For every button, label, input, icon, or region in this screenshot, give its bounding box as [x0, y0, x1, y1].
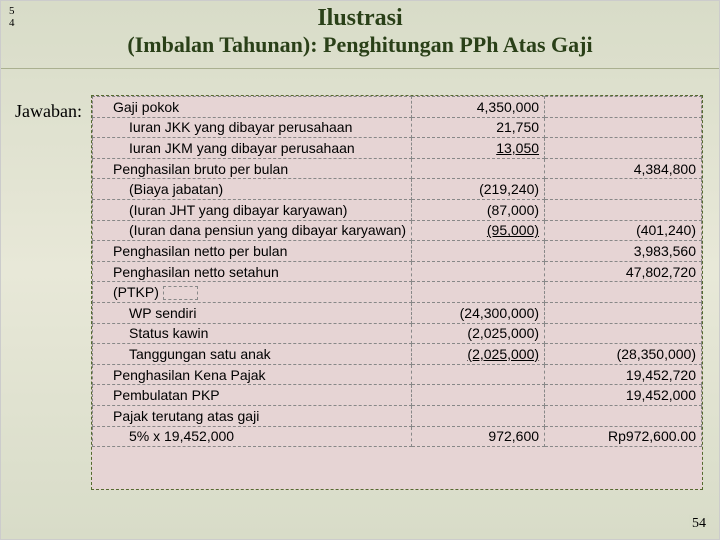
row-value-2: [545, 179, 702, 200]
slide-title: Ilustrasi: [1, 1, 719, 32]
row-value-2: 19,452,000: [545, 385, 702, 406]
row-description: Iuran JKK yang dibayar perusahaan: [93, 117, 412, 138]
row-value-2: 4,384,800: [545, 158, 702, 179]
ptkp-box: [163, 286, 198, 300]
row-value-2: [545, 199, 702, 220]
row-value-2: (28,350,000): [545, 344, 702, 365]
row-value-1: (2,025,000): [412, 323, 545, 344]
row-value-2: [545, 405, 702, 426]
row-value-2: [545, 97, 702, 118]
table-row: Penghasilan netto setahun 47,802,720: [93, 261, 702, 282]
table-row: (PTKP): [93, 282, 702, 303]
table-row: Pembulatan PKP 19,452,000: [93, 385, 702, 406]
table-row: Gaji pokok4,350,000: [93, 97, 702, 118]
tl-line2: 4: [9, 17, 15, 29]
row-value-1: 13,050: [412, 138, 545, 159]
table-row: Iuran JKM yang dibayar perusahaan13,050: [93, 138, 702, 159]
table-row: (Iuran dana pensiun yang dibayar karyawa…: [93, 220, 702, 241]
row-value-1: [412, 158, 545, 179]
row-value-2: (401,240): [545, 220, 702, 241]
row-value-2: [545, 302, 702, 323]
row-value-1: (95,000): [412, 220, 545, 241]
table-row: WP sendiri(24,300,000): [93, 302, 702, 323]
page-number: 54: [689, 515, 709, 533]
row-value-2: 19,452,720: [545, 364, 702, 385]
row-description: Penghasilan netto per bulan: [93, 241, 412, 262]
table-row: Pajak terutang atas gaji: [93, 405, 702, 426]
row-value-1: [412, 405, 545, 426]
row-value-1: 972,600: [412, 426, 545, 447]
row-description: Pembulatan PKP: [93, 385, 412, 406]
row-value-1: [412, 241, 545, 262]
tl-line1: 5: [9, 5, 15, 17]
row-value-1: [412, 364, 545, 385]
row-description: Status kawin: [93, 323, 412, 344]
calculation-table: Gaji pokok4,350,000Iuran JKK yang dibaya…: [92, 96, 702, 447]
row-description: WP sendiri: [93, 302, 412, 323]
table-row: (Iuran JHT yang dibayar karyawan)(87,000…: [93, 199, 702, 220]
row-value-2: Rp972,600.00: [545, 426, 702, 447]
row-description: (Iuran dana pensiun yang dibayar karyawa…: [93, 220, 412, 241]
table-row: Penghasilan Kena Pajak 19,452,720: [93, 364, 702, 385]
row-value-2: [545, 323, 702, 344]
table-row: 5% x 19,452,000972,600Rp972,600.00: [93, 426, 702, 447]
row-description: Penghasilan Kena Pajak: [93, 364, 412, 385]
calculation-box: Gaji pokok4,350,000Iuran JKK yang dibaya…: [91, 95, 703, 490]
answer-label: Jawaban:: [15, 101, 82, 122]
row-value-2: [545, 138, 702, 159]
row-description: 5% x 19,452,000: [93, 426, 412, 447]
table-row: Status kawin(2,025,000): [93, 323, 702, 344]
row-description: Iuran JKM yang dibayar perusahaan: [93, 138, 412, 159]
row-description: (Iuran JHT yang dibayar karyawan): [93, 199, 412, 220]
row-description: Penghasilan netto setahun: [93, 261, 412, 282]
row-value-1: (2,025,000): [412, 344, 545, 365]
row-value-1: 21,750: [412, 117, 545, 138]
slide-subtitle: (Imbalan Tahunan): Penghitungan PPh Atas…: [1, 32, 719, 69]
row-description: (Biaya jabatan): [93, 179, 412, 200]
row-value-2: 3,983,560: [545, 241, 702, 262]
row-description: (PTKP): [93, 282, 412, 303]
slide-container: 5 4 Ilustrasi (Imbalan Tahunan): Penghit…: [0, 0, 720, 540]
row-value-2: [545, 117, 702, 138]
row-description: Gaji pokok: [93, 97, 412, 118]
row-description: Pajak terutang atas gaji: [93, 405, 412, 426]
table-row: Tanggungan satu anak(2,025,000)(28,350,0…: [93, 344, 702, 365]
row-value-1: (24,300,000): [412, 302, 545, 323]
row-description: Penghasilan bruto per bulan: [93, 158, 412, 179]
row-value-1: (219,240): [412, 179, 545, 200]
table-row: (Biaya jabatan)(219,240): [93, 179, 702, 200]
table-row: Iuran JKK yang dibayar perusahaan21,750: [93, 117, 702, 138]
table-row: Penghasilan bruto per bulan 4,384,800: [93, 158, 702, 179]
row-value-2: 47,802,720: [545, 261, 702, 282]
row-value-1: 4,350,000: [412, 97, 545, 118]
row-value-1: [412, 385, 545, 406]
row-value-1: [412, 261, 545, 282]
row-description: Tanggungan satu anak: [93, 344, 412, 365]
row-value-1: [412, 282, 545, 303]
top-left-page-number: 5 4: [9, 5, 15, 29]
row-value-2: [545, 282, 702, 303]
table-row: Penghasilan netto per bulan 3,983,560: [93, 241, 702, 262]
row-value-1: (87,000): [412, 199, 545, 220]
